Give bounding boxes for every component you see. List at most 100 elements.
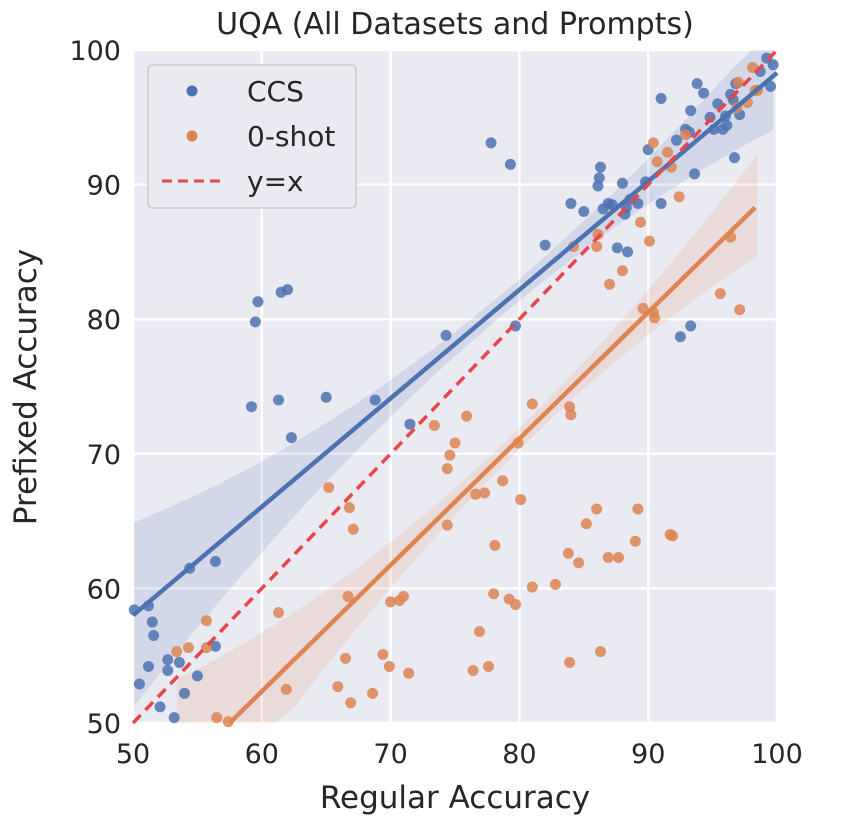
zero-shot-point [323, 481, 335, 493]
zero-shot-point [526, 581, 538, 593]
ccs-point [146, 616, 158, 628]
zero-shot-point [377, 648, 389, 660]
zero-shot-point [441, 519, 453, 531]
zero-shot-point [182, 642, 194, 654]
confidence-band-ccs [134, 50, 774, 707]
ccs-point [655, 92, 667, 104]
ccs-point [611, 242, 623, 254]
zero-shot-point [367, 687, 379, 699]
ccs-point [245, 401, 257, 413]
zero-shot-point [549, 578, 561, 590]
y-tick-label: 50 [87, 709, 121, 740]
ccs-point [320, 391, 332, 403]
ccs-point [510, 320, 522, 332]
zero-shot-point [647, 137, 659, 149]
y-tick-label: 70 [87, 440, 121, 471]
ccs-point [595, 161, 607, 173]
ccs-point [404, 418, 416, 430]
zero-shot-point [171, 646, 183, 658]
confidence-bands [134, 50, 774, 723]
ccs-point [685, 105, 697, 117]
x-tick-label: 90 [631, 739, 665, 770]
ccs-point [539, 239, 551, 251]
zero-shot-point [488, 588, 500, 600]
ccs-point [168, 712, 180, 724]
ccs-point [249, 316, 261, 328]
zero-shot-point [470, 488, 482, 500]
zero-shot-point [211, 712, 223, 724]
zero-shot-point [673, 191, 685, 203]
zero-shot-point [200, 615, 212, 627]
zero-shot-point [273, 607, 285, 619]
ccs-point [173, 656, 185, 668]
ccs-point [578, 206, 590, 218]
ccs-point [721, 119, 733, 131]
zero-shot-point [428, 420, 440, 432]
zero-shot-point [403, 667, 415, 679]
ccs-point [698, 87, 710, 99]
zero-shot-point [564, 401, 576, 413]
ccs-point [209, 640, 221, 652]
zero-shot-point [604, 278, 616, 290]
zero-shot-point [651, 156, 663, 168]
zero-shot-point [591, 241, 603, 253]
zero-shot-point [573, 557, 585, 569]
zero-shot-point [634, 216, 646, 228]
fit-line-0-shot [228, 205, 757, 725]
legend: CCS 0-shot y=x [147, 64, 357, 209]
ccs-point [282, 284, 294, 296]
zero-shot-point [332, 681, 344, 693]
fit-lines [131, 48, 779, 725]
ccs-point [674, 331, 686, 343]
zero-shot-point [616, 265, 628, 277]
ccs-point [485, 137, 497, 149]
ccs-point [504, 158, 516, 170]
ccs-point [622, 246, 634, 258]
ccs-point [689, 168, 701, 180]
zero-shot-point [397, 590, 409, 602]
ccs-point [691, 78, 703, 90]
ccs-point [285, 432, 297, 444]
zero-shot-point [595, 646, 607, 658]
ccs-point [671, 134, 683, 146]
y-tick-label: 60 [87, 574, 121, 605]
zero-shot-point [632, 503, 644, 515]
zero-shot-point [613, 551, 625, 563]
zero-shot-point [342, 590, 354, 602]
legend-marker-ccs [186, 85, 198, 97]
zero-shot-point [562, 547, 574, 559]
grid [131, 48, 779, 725]
zero-shot-point [591, 503, 603, 515]
ccs-point [592, 180, 604, 192]
ccs-point [765, 80, 777, 92]
zero-shot-point [441, 463, 453, 475]
zero-shot-point [662, 146, 674, 158]
y-tick-label: 90 [87, 171, 121, 202]
zero-shot-point [565, 409, 577, 421]
ccs-point [154, 701, 166, 713]
zero-shot-point [732, 76, 744, 88]
zero-shot-point [564, 656, 576, 668]
zero-shot-point [345, 697, 357, 709]
zero-shot-point [385, 596, 397, 608]
legend-box [147, 64, 357, 209]
zero-shot-point [714, 288, 726, 300]
x-tick-label: 100 [751, 739, 803, 770]
ccs-point [565, 197, 577, 209]
x-tick-label: 80 [502, 739, 536, 770]
zero-shot-point [526, 398, 538, 410]
chart-title: UQA (All Datasets and Prompts) [216, 7, 694, 42]
ccs-point [685, 320, 697, 332]
x-axis-label: Regular Accuracy [320, 780, 590, 816]
legend-label-0-shot: 0-shot [247, 120, 335, 153]
zero-shot-point [680, 129, 692, 141]
ccs-point [148, 630, 160, 642]
y-tick-label: 80 [87, 305, 121, 336]
zero-shot-point [383, 660, 395, 672]
ccs-point [179, 687, 191, 699]
ccs-point [616, 177, 628, 189]
zero-shot-point [602, 551, 614, 563]
zero-shot-point [343, 502, 355, 514]
zero-shot-point [510, 599, 522, 611]
